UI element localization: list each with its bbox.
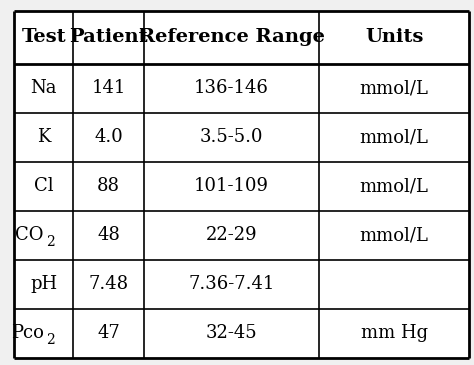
Text: Patient: Patient [69,28,148,46]
Text: Pco: Pco [11,324,44,342]
Text: 4.0: 4.0 [94,128,123,146]
Text: 48: 48 [97,226,120,244]
Text: 2: 2 [46,235,55,249]
Text: mmol/L: mmol/L [360,226,428,244]
Text: CO: CO [15,226,44,244]
Text: K: K [37,128,51,146]
Text: 2: 2 [46,333,55,347]
Text: 7.48: 7.48 [89,275,129,293]
Text: 32-45: 32-45 [206,324,257,342]
Text: Reference Range: Reference Range [138,28,324,46]
Text: 3.5-5.0: 3.5-5.0 [200,128,263,146]
Text: Cl: Cl [34,177,54,195]
Text: pH: pH [30,275,57,293]
Text: mmol/L: mmol/L [360,177,428,195]
Text: mmol/L: mmol/L [360,79,428,97]
Text: Units: Units [365,28,423,46]
Text: mm Hg: mm Hg [361,324,428,342]
Text: 101-109: 101-109 [194,177,269,195]
Text: 47: 47 [97,324,120,342]
Text: 88: 88 [97,177,120,195]
Text: Test: Test [21,28,66,46]
Text: Na: Na [30,79,57,97]
Text: 22-29: 22-29 [206,226,257,244]
Text: 7.36-7.41: 7.36-7.41 [188,275,275,293]
Text: mmol/L: mmol/L [360,128,428,146]
Text: 136-146: 136-146 [194,79,269,97]
Text: 141: 141 [91,79,126,97]
